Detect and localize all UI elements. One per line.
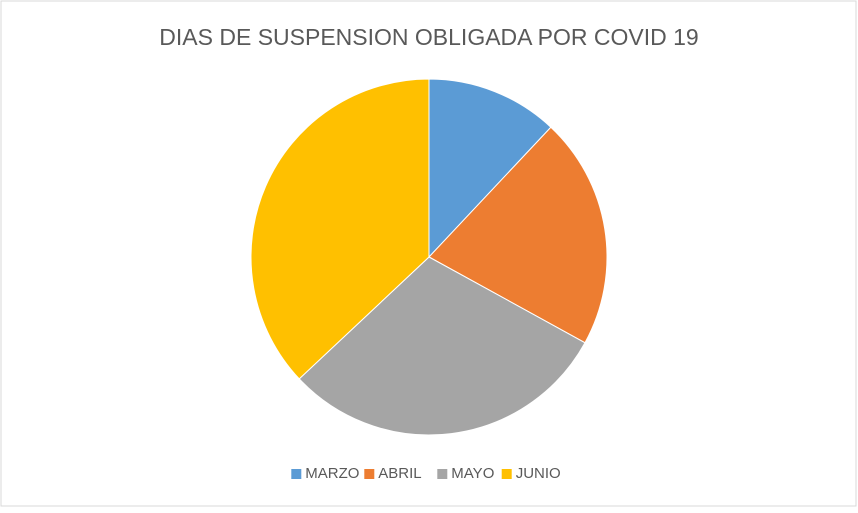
pie-slice [428,78,552,259]
legend-swatch [437,469,448,479]
legend-label: JUNIO [516,465,561,482]
legend-swatch [501,469,512,479]
pie-slice [428,126,608,344]
pie-slice [250,78,430,380]
legend-swatch [364,469,375,479]
legend-label: MAYO [451,465,494,482]
legend-label: ABRIL [378,465,421,482]
pie-slice [298,256,586,436]
legend-label: MARZO [305,465,359,482]
chart-title: DIAS DE SUSPENSION OBLIGADA POR COVID 19 [159,24,698,50]
legend-swatch [291,469,302,479]
